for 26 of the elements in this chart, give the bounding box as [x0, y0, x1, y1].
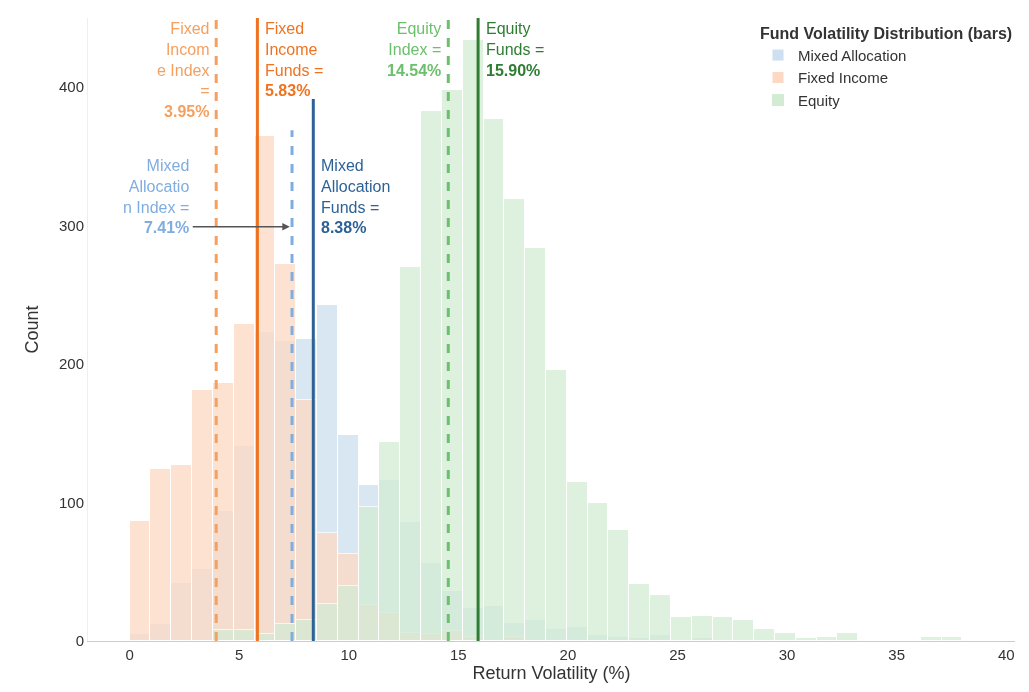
legend-title: Fund Volatility Distribution (bars) [760, 24, 1013, 42]
y-tick-label: 200 [58, 355, 84, 373]
ref-line-label: Equity Index = 14.54% [387, 20, 442, 79]
legend-label: Fixed Income [798, 69, 889, 87]
y-axis-title: Count [22, 305, 43, 354]
y-tick-label: 400 [58, 78, 84, 96]
x-tick-label: 0 [125, 646, 134, 663]
x-axis-title: Return Volatility (%) [472, 663, 631, 684]
x-tick-label: 5 [235, 646, 244, 663]
ref-line-label: Fixed Incom e Index = 3.95% [157, 20, 210, 121]
x-tick-label: 35 [888, 646, 905, 663]
x-tick-label: 10 [340, 646, 358, 663]
x-tick-label: 40 [997, 646, 1015, 663]
x-tick-label: 25 [669, 646, 686, 663]
ref-line-label: Mixed Allocatio n Index = 7.41% [123, 157, 190, 237]
ref-line-label: Equity Funds = 15.90% [486, 20, 545, 79]
x-tick-label: 20 [559, 646, 577, 663]
x-tick-label: 15 [450, 646, 467, 663]
y-tick-label: 0 [75, 632, 84, 650]
ref-line-label: Mixed Allocation Funds = 8.38% [321, 157, 391, 237]
legend-label: Mixed Allocation [798, 46, 907, 64]
x-tick-label: 30 [778, 646, 796, 663]
ref-line-label: Fixed Income Funds = 5.83% [265, 20, 324, 100]
y-tick-label: 300 [58, 216, 84, 234]
y-tick-label: 100 [58, 493, 84, 511]
legend-label: Equity [798, 91, 841, 109]
